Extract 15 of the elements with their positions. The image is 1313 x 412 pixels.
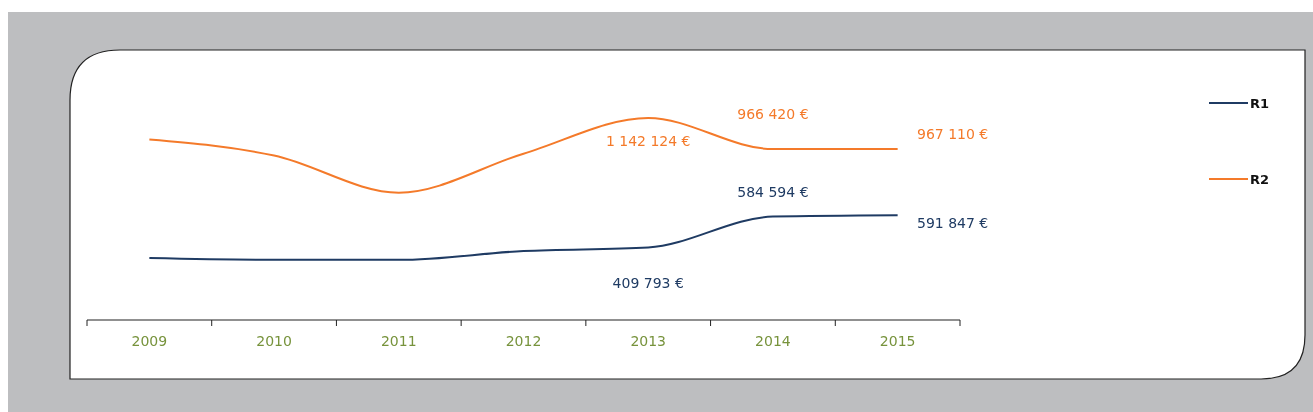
data-label: 591 847 € — [917, 215, 989, 232]
x-tick-label: 2012 — [505, 333, 542, 349]
x-tick-label: 2013 — [630, 333, 667, 349]
data-label: 409 793 € — [612, 274, 684, 291]
data-label: 584 594 € — [737, 183, 809, 200]
legend-label: R1 — [1250, 96, 1270, 111]
x-tick-label: 2011 — [380, 333, 417, 349]
data-label: 966 420 € — [737, 106, 809, 123]
legend-label: R2 — [1250, 172, 1270, 187]
data-label: 967 110 € — [917, 125, 989, 142]
x-tick-label: 2014 — [755, 333, 791, 349]
data-label: 1 142 124 € — [605, 133, 691, 149]
x-tick-label: 2010 — [256, 333, 292, 349]
x-tick-label: 2015 — [879, 333, 916, 349]
x-tick-label: 2009 — [131, 333, 168, 349]
